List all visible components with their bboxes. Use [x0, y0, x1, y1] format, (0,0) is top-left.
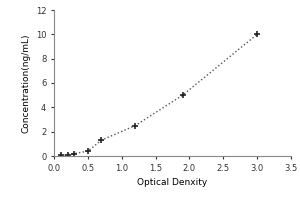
Y-axis label: Concentration(ng/mL): Concentration(ng/mL) — [21, 33, 30, 133]
X-axis label: Optical Denxity: Optical Denxity — [137, 178, 208, 187]
